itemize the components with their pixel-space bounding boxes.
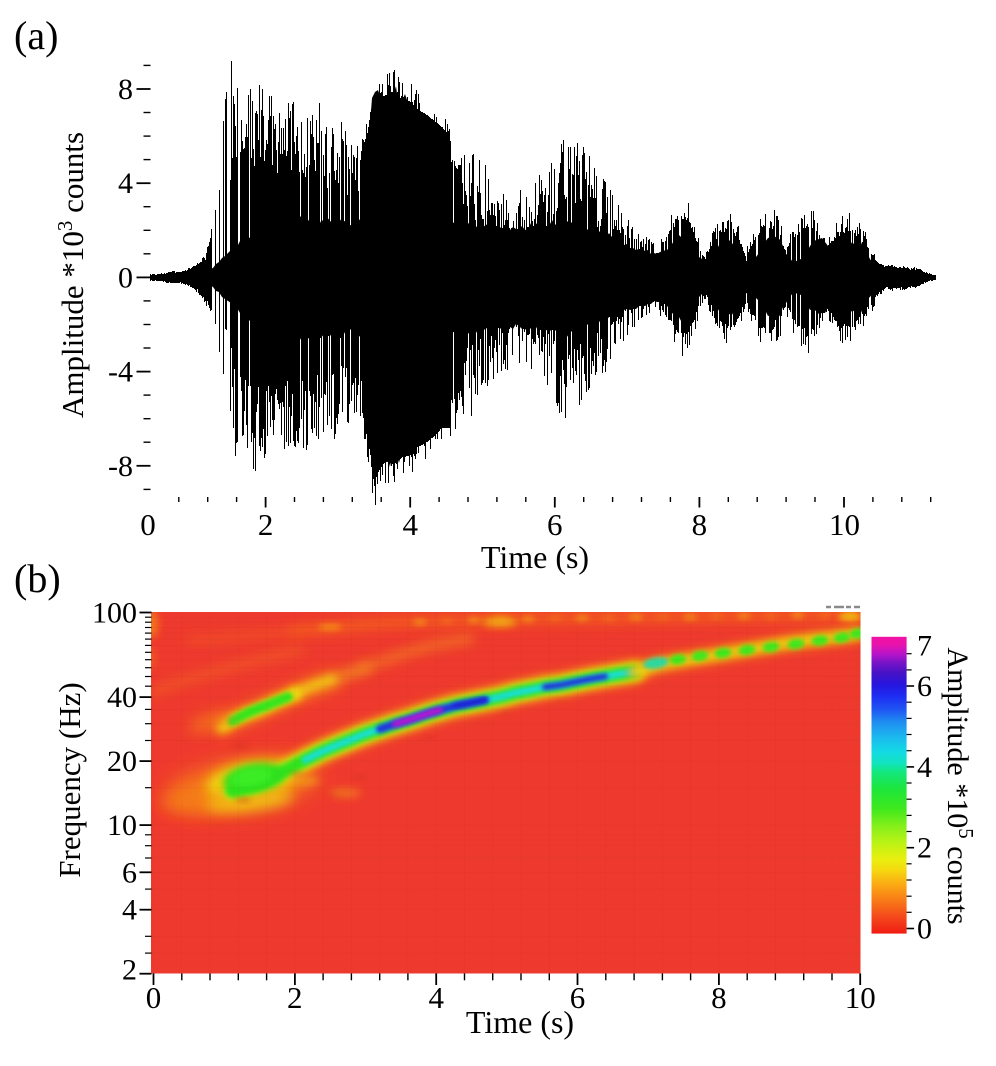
svg-text:4: 4 [428, 980, 444, 1015]
svg-text:-8: -8 [108, 450, 133, 483]
svg-text:2: 2 [258, 507, 274, 542]
svg-text:2: 2 [122, 954, 137, 987]
svg-text:6: 6 [570, 980, 586, 1015]
svg-text:2: 2 [287, 980, 303, 1015]
svg-text:6: 6 [917, 670, 932, 703]
svg-text:Frequency (Hz): Frequency (Hz) [52, 682, 87, 877]
svg-text:4: 4 [118, 167, 133, 200]
svg-text:0: 0 [118, 261, 133, 294]
svg-text:0: 0 [146, 980, 162, 1015]
svg-text:20: 20 [107, 745, 137, 778]
svg-text:(a): (a) [14, 13, 58, 58]
svg-text:6: 6 [547, 507, 563, 542]
svg-text:4: 4 [122, 894, 137, 927]
svg-text:0: 0 [917, 913, 932, 946]
svg-text:6: 6 [122, 856, 137, 889]
svg-text:0: 0 [140, 507, 156, 542]
svg-text:2: 2 [917, 832, 932, 865]
svg-text:Time (s): Time (s) [481, 539, 589, 575]
svg-text:Time (s): Time (s) [466, 1004, 574, 1040]
svg-text:10: 10 [107, 809, 137, 842]
svg-text:4: 4 [402, 507, 418, 542]
svg-text:40: 40 [107, 681, 137, 714]
svg-text:(b): (b) [14, 556, 61, 601]
svg-text:8: 8 [692, 507, 708, 542]
svg-text:Amplitude *103 counts: Amplitude *103 counts [53, 132, 90, 418]
svg-text:8: 8 [711, 980, 727, 1015]
svg-text:-4: -4 [108, 356, 133, 389]
svg-text:7: 7 [917, 630, 932, 663]
svg-text:8: 8 [118, 73, 133, 106]
svg-text:100: 100 [92, 597, 137, 630]
svg-text:10: 10 [829, 507, 860, 542]
svg-text:4: 4 [917, 751, 932, 784]
svg-text:10: 10 [845, 980, 876, 1015]
svg-text:Amplitude *105 counts: Amplitude *105 counts [941, 647, 978, 924]
